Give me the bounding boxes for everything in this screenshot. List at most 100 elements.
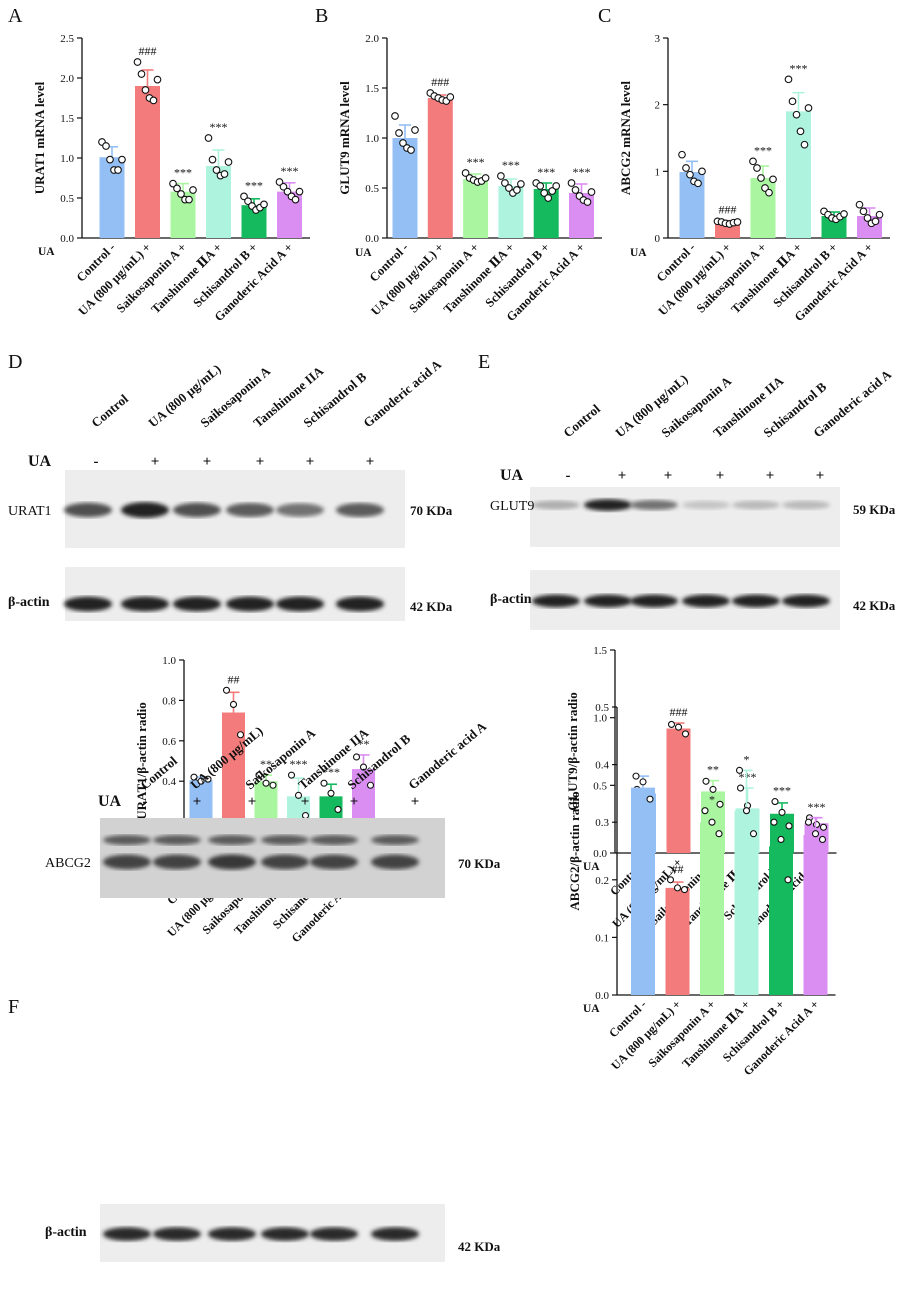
data-point <box>544 194 553 202</box>
bar-1 <box>666 728 691 853</box>
data-point <box>295 187 304 196</box>
bar-3 <box>734 810 759 995</box>
blot-protein-label: GLUT9 <box>490 499 534 514</box>
blot-band <box>532 500 580 510</box>
data-point <box>571 186 580 194</box>
data-point <box>291 195 300 204</box>
ua-row-label: UA <box>583 1003 600 1015</box>
data-point <box>811 830 820 838</box>
blot-band <box>153 1227 201 1241</box>
blot-band <box>276 503 324 517</box>
blot-protein-label: β-actin <box>490 592 532 607</box>
blot-ua-label: UA <box>500 467 524 484</box>
data-point <box>366 781 375 789</box>
data-point <box>792 110 801 119</box>
significance-label: *** <box>573 165 591 179</box>
data-point <box>785 822 793 830</box>
data-point <box>320 779 328 787</box>
data-point <box>742 807 751 815</box>
data-point <box>863 214 872 222</box>
data-point <box>517 180 525 188</box>
data-point <box>269 781 277 789</box>
panel-letter-B: B <box>315 5 328 27</box>
y-tick-label: 0.0 <box>595 990 609 1002</box>
blot-band <box>682 500 730 510</box>
significance-label: ### <box>719 203 737 217</box>
significance-label: *** <box>281 164 299 178</box>
y-tick-label: 2.5 <box>60 33 74 45</box>
data-point <box>279 182 288 191</box>
blot-kda-label: 42 KDa <box>853 598 896 613</box>
data-point <box>804 818 813 826</box>
data-point <box>701 807 709 815</box>
blot-band <box>584 594 632 608</box>
y-tick-label: 0.5 <box>60 193 74 205</box>
y-axis-label: URAT1 mRNA level <box>32 81 47 194</box>
western-blot-E: Control-UA (800 μg/mL)+Saikosaponin A+Ta… <box>490 366 896 630</box>
data-point <box>583 198 592 206</box>
significance-label: *** <box>754 143 772 157</box>
data-point <box>153 75 162 84</box>
data-point <box>875 210 884 219</box>
significance-label: ### <box>670 705 688 719</box>
data-point <box>505 184 513 192</box>
panel-letter-F: F <box>8 996 19 1018</box>
data-point <box>709 785 717 793</box>
significance-label: *** <box>245 178 263 192</box>
bar-5 <box>803 834 828 995</box>
blot-band <box>121 596 169 612</box>
data-point <box>262 779 270 787</box>
data-point <box>283 187 292 196</box>
data-point <box>666 876 675 884</box>
data-point <box>220 170 229 178</box>
data-point <box>681 730 690 738</box>
data-point <box>391 112 399 120</box>
significance-label: * <box>709 793 715 807</box>
blot-lane-label: Control <box>88 391 131 430</box>
significance-label: ** <box>358 737 370 751</box>
data-point <box>334 805 342 814</box>
blot-protein-label: β-actin <box>8 595 50 610</box>
blot-ua-sign: + <box>256 454 265 470</box>
data-point <box>236 731 245 739</box>
data-point <box>399 139 407 147</box>
data-point <box>260 200 268 209</box>
y-tick-label: 0.0 <box>593 848 607 860</box>
blot-band <box>153 835 201 845</box>
significance-label: *** <box>502 158 520 172</box>
data-point <box>680 886 689 894</box>
blot-band <box>371 854 419 870</box>
blot-ua-sign: + <box>350 794 359 810</box>
data-point <box>224 158 233 166</box>
data-point <box>481 174 490 182</box>
data-point <box>702 777 710 785</box>
data-point <box>682 164 690 172</box>
data-point <box>674 723 683 731</box>
data-point <box>753 164 761 172</box>
significance-label: *** <box>210 120 228 134</box>
data-point <box>769 175 777 184</box>
data-point <box>855 200 864 209</box>
data-point <box>102 142 110 150</box>
blot-band <box>153 854 201 870</box>
data-point <box>208 155 217 164</box>
data-point <box>190 773 198 781</box>
blot-band <box>782 500 830 510</box>
bar-2 <box>700 822 724 995</box>
blot-membrane <box>65 567 405 621</box>
data-point <box>540 189 549 197</box>
data-point <box>871 217 880 226</box>
data-point <box>287 771 296 779</box>
blot-ua-sign: + <box>203 454 212 470</box>
data-point <box>819 823 828 831</box>
blot-band <box>584 499 632 511</box>
ua-row-label: UA <box>583 861 600 873</box>
bar-2 <box>463 179 489 238</box>
blot-membrane <box>530 487 840 547</box>
y-tick-label: 3 <box>655 33 661 45</box>
data-point <box>359 763 368 771</box>
blot-kda-label: 70 KDa <box>458 856 501 871</box>
data-point <box>229 700 238 708</box>
